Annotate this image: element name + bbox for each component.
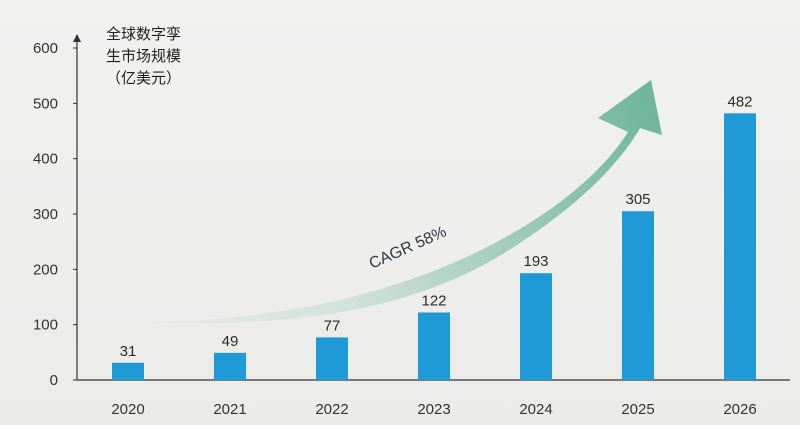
bar [520, 273, 552, 380]
x-tick-label: 2024 [519, 401, 552, 418]
y-tick-label: 400 [33, 151, 58, 168]
cagr-annotation: CAGR 58% [367, 223, 449, 272]
x-tick-label: 2020 [111, 401, 144, 418]
bar-value-label: 122 [421, 292, 446, 309]
bars [112, 113, 756, 380]
bar [316, 337, 348, 380]
bar [724, 113, 756, 380]
bar-value-label: 31 [120, 343, 137, 360]
y-tick-label: 100 [33, 317, 58, 334]
x-tick-label: 2021 [213, 401, 246, 418]
bar-value-label: 77 [324, 317, 341, 334]
bar-value-label: 482 [727, 93, 752, 110]
bar-value-label: 193 [523, 253, 548, 270]
bar [622, 211, 654, 380]
labels: 31 2020 49 2021 77 2022 122 2023 193 2024 305 2025 4… [111, 93, 756, 418]
x-tick-label: 2023 [417, 401, 450, 418]
y-tick-label: 600 [33, 40, 58, 57]
y-axis-label: 全球数字孪 生市场规模 （亿美元） [106, 25, 182, 87]
y-axis-arrowhead [73, 34, 81, 42]
growth-arrow-shape [130, 80, 662, 324]
bar [112, 362, 144, 380]
bar [214, 352, 246, 380]
x-tick-label: 2022 [315, 401, 348, 418]
y-tick-label: 0 [50, 372, 58, 389]
y-tick-label: 500 [33, 95, 58, 112]
y-tick-label: 200 [33, 261, 58, 278]
cagr-arrow [130, 80, 662, 324]
bar-value-label: 305 [625, 191, 650, 208]
y-tick-label: 300 [33, 206, 58, 223]
x-tick-label: 2025 [621, 401, 654, 418]
x-tick-label: 2026 [723, 401, 756, 418]
bar-value-label: 49 [222, 333, 239, 350]
bar [418, 312, 450, 380]
